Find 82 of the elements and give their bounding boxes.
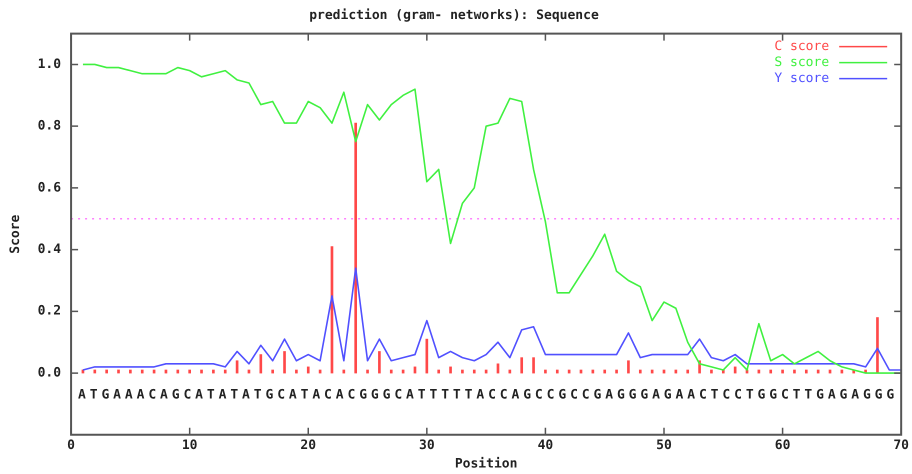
bar — [520, 357, 524, 374]
bar — [876, 317, 879, 374]
y-tick-label: 0.8 — [38, 118, 62, 134]
y-axis-title: Score — [8, 214, 24, 254]
bar — [580, 370, 582, 374]
x-tick-label: 70 — [893, 438, 910, 453]
bar — [271, 370, 274, 374]
bar — [176, 370, 180, 374]
bar — [93, 370, 96, 374]
chart-title: prediction (gram- networks): Sequence — [309, 8, 599, 24]
bar — [781, 370, 784, 374]
bar — [828, 370, 832, 374]
bar — [259, 354, 262, 374]
bar — [306, 366, 310, 374]
bar — [212, 370, 215, 374]
bar — [117, 370, 120, 374]
bar — [248, 370, 250, 374]
bar — [342, 370, 346, 374]
bar — [461, 370, 464, 374]
bar — [129, 370, 132, 374]
bar — [592, 370, 594, 374]
bar — [105, 370, 108, 374]
x-tick-label: 20 — [300, 438, 316, 453]
x-tick-label: 50 — [656, 438, 672, 453]
bar — [378, 351, 381, 374]
bar — [793, 370, 796, 374]
bar — [188, 370, 191, 374]
bar — [627, 360, 630, 374]
bar — [758, 370, 760, 374]
bar — [200, 370, 203, 374]
bar — [508, 370, 512, 374]
bar — [140, 370, 144, 374]
bar — [662, 370, 666, 374]
x-tick-label: 0 — [67, 438, 76, 453]
bar — [366, 370, 369, 374]
x-tick-label: 40 — [538, 438, 554, 453]
x-tick-label: 10 — [182, 438, 198, 453]
bar — [449, 366, 452, 374]
bar — [532, 357, 535, 374]
bar — [710, 370, 713, 374]
bar — [840, 370, 844, 374]
bar — [330, 246, 334, 374]
bar — [426, 338, 428, 374]
bar — [769, 370, 772, 374]
bar — [164, 370, 168, 374]
bar — [615, 370, 618, 374]
bar — [224, 370, 227, 374]
bar — [603, 370, 606, 374]
x-tick-label: 30 — [419, 438, 435, 453]
bar — [472, 370, 476, 374]
y-tick-label: 0.2 — [38, 304, 62, 319]
bar — [295, 370, 298, 374]
annotation: ATGAAACAGCATATATGCATACACGGGCATTTTTACCAGCCGCCGAGGGAGAACTCCTGGCTTGAGAGGG — [78, 387, 898, 402]
bar — [804, 370, 808, 374]
bar — [650, 370, 654, 374]
bar — [816, 370, 820, 374]
bar — [283, 351, 286, 374]
x-tick-label: 60 — [774, 438, 791, 453]
y-tick-label: 0.0 — [38, 365, 62, 380]
bar — [734, 366, 736, 374]
bar — [686, 370, 690, 374]
bar — [544, 370, 547, 374]
bar — [390, 370, 393, 374]
bar — [152, 370, 156, 374]
bar — [318, 370, 322, 374]
x-axis-title: Position — [454, 456, 518, 472]
bar — [484, 370, 488, 374]
bar — [674, 370, 678, 374]
bar — [437, 370, 440, 374]
legend-label: Y score — [774, 70, 830, 86]
bar — [402, 370, 404, 374]
bar — [496, 363, 500, 374]
legend-label: C score — [774, 38, 830, 54]
bar — [556, 370, 559, 374]
bar — [638, 370, 642, 374]
y-tick-label: 1.0 — [38, 56, 62, 72]
y-tick-label: 0.6 — [38, 180, 62, 196]
y-tick-label: 0.4 — [38, 242, 62, 258]
bar — [414, 366, 416, 374]
legend-label: S score — [774, 54, 830, 70]
bar — [568, 370, 570, 374]
bar — [236, 360, 238, 374]
